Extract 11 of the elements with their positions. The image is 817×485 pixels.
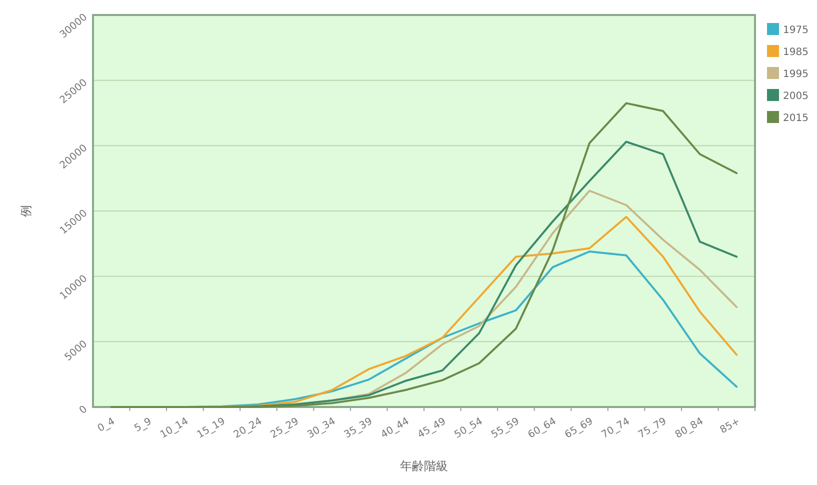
legend-label: 1985 (783, 47, 808, 58)
y-tick-label: 0 (78, 404, 90, 416)
x-axis-title: 年齢階級 (400, 459, 448, 473)
y-axis-title: 例 (19, 205, 33, 217)
legend-label: 2005 (783, 91, 808, 102)
legend-label: 1975 (783, 25, 808, 36)
legend-label: 1995 (783, 69, 808, 80)
legend-label: 2015 (783, 113, 808, 124)
x-tick-label: 85+ (718, 416, 742, 436)
x-tick-label: 0_4 (96, 416, 117, 434)
x-tick-label: 5_9 (132, 416, 154, 434)
